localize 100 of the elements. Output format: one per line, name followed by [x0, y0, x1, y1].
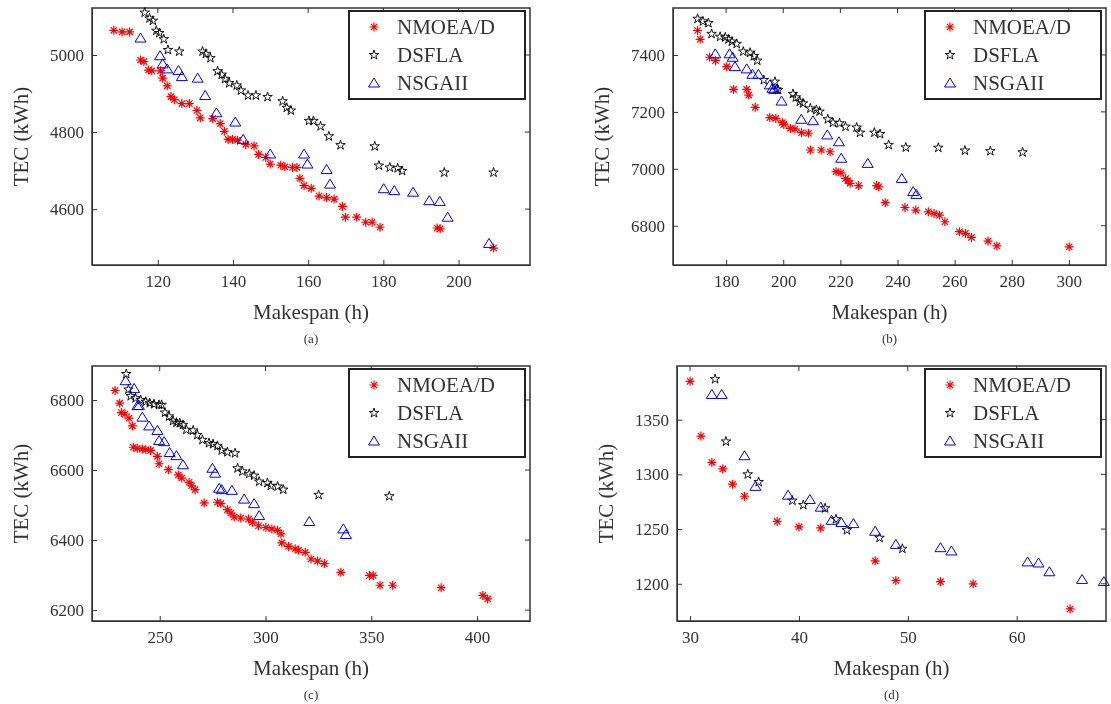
point [387, 580, 398, 591]
point [738, 46, 749, 57]
point [172, 64, 185, 75]
x-axis-title: Makespan (h) [252, 300, 370, 324]
point [795, 113, 808, 124]
point [127, 420, 138, 431]
point [123, 384, 134, 394]
point [167, 415, 179, 426]
point [135, 394, 146, 405]
point [337, 523, 350, 534]
x-tick-label: 260 [942, 272, 968, 292]
point [874, 128, 886, 139]
point [187, 425, 199, 435]
point [775, 95, 788, 106]
point [772, 516, 783, 527]
x-tick-label: 250 [147, 628, 173, 648]
point [162, 80, 173, 91]
point [939, 216, 951, 227]
point [396, 165, 408, 176]
point [910, 204, 921, 216]
point [1043, 566, 1056, 577]
x-tick-label: 350 [359, 628, 385, 648]
point [253, 149, 264, 160]
legend-label: DSFLA [397, 401, 465, 425]
point [870, 555, 881, 566]
point [339, 528, 352, 539]
point [266, 523, 277, 534]
x-axis-title: Makespan (h) [833, 656, 950, 680]
text: (d) [883, 687, 900, 702]
point [928, 208, 940, 219]
point [205, 52, 216, 63]
point [787, 495, 798, 506]
point [874, 532, 885, 543]
point [366, 217, 378, 228]
y-tick-label: 1350 [635, 410, 669, 430]
point [139, 7, 150, 18]
x-tick-label: 300 [1056, 272, 1083, 292]
point [151, 424, 164, 435]
point [219, 73, 231, 84]
point [360, 217, 371, 228]
point [806, 115, 819, 126]
x-tick-label: 400 [464, 628, 491, 648]
x-tick-label: 160 [295, 272, 322, 292]
point [235, 512, 246, 524]
point [162, 44, 174, 55]
point [306, 183, 317, 194]
x-tick-label: 300 [253, 628, 279, 648]
point [300, 547, 311, 558]
point [238, 493, 251, 504]
point [805, 144, 816, 156]
point [156, 58, 169, 69]
point [966, 232, 977, 243]
point [923, 206, 934, 217]
x-axis-title: Makespan (h) [252, 656, 370, 680]
point [119, 375, 132, 386]
point [704, 52, 715, 63]
point [369, 140, 380, 151]
point [738, 450, 751, 461]
point [482, 593, 493, 605]
point [253, 510, 266, 521]
point [203, 437, 215, 448]
point [726, 36, 738, 47]
y-tick-label: 4800 [50, 123, 84, 143]
point [262, 91, 273, 102]
x-tick-label: 280 [999, 272, 1025, 292]
point [335, 567, 346, 578]
point [796, 127, 807, 138]
point [174, 46, 185, 57]
point [769, 76, 781, 87]
point [968, 578, 979, 589]
point [483, 237, 496, 248]
point [816, 144, 827, 156]
point [229, 447, 241, 458]
legend-label: NMOEA/D [973, 15, 1071, 39]
x-tick-label: 120 [145, 272, 172, 292]
point [728, 84, 739, 95]
point [340, 212, 351, 223]
point [815, 522, 826, 534]
point [161, 63, 174, 74]
point [752, 55, 763, 66]
point [277, 95, 288, 106]
point [144, 397, 155, 408]
point [337, 201, 348, 212]
point [212, 440, 223, 451]
point [143, 420, 156, 431]
point [805, 103, 816, 113]
point [710, 55, 721, 66]
point [253, 520, 264, 531]
point [294, 173, 306, 184]
point [303, 115, 315, 126]
legend-label: NMOEA/D [973, 373, 1071, 397]
point [1064, 241, 1075, 252]
point [130, 392, 141, 403]
point [753, 476, 764, 487]
point [715, 388, 728, 399]
point [248, 140, 260, 152]
point [793, 521, 805, 532]
point [157, 73, 168, 84]
point [897, 543, 908, 554]
point [684, 376, 696, 387]
